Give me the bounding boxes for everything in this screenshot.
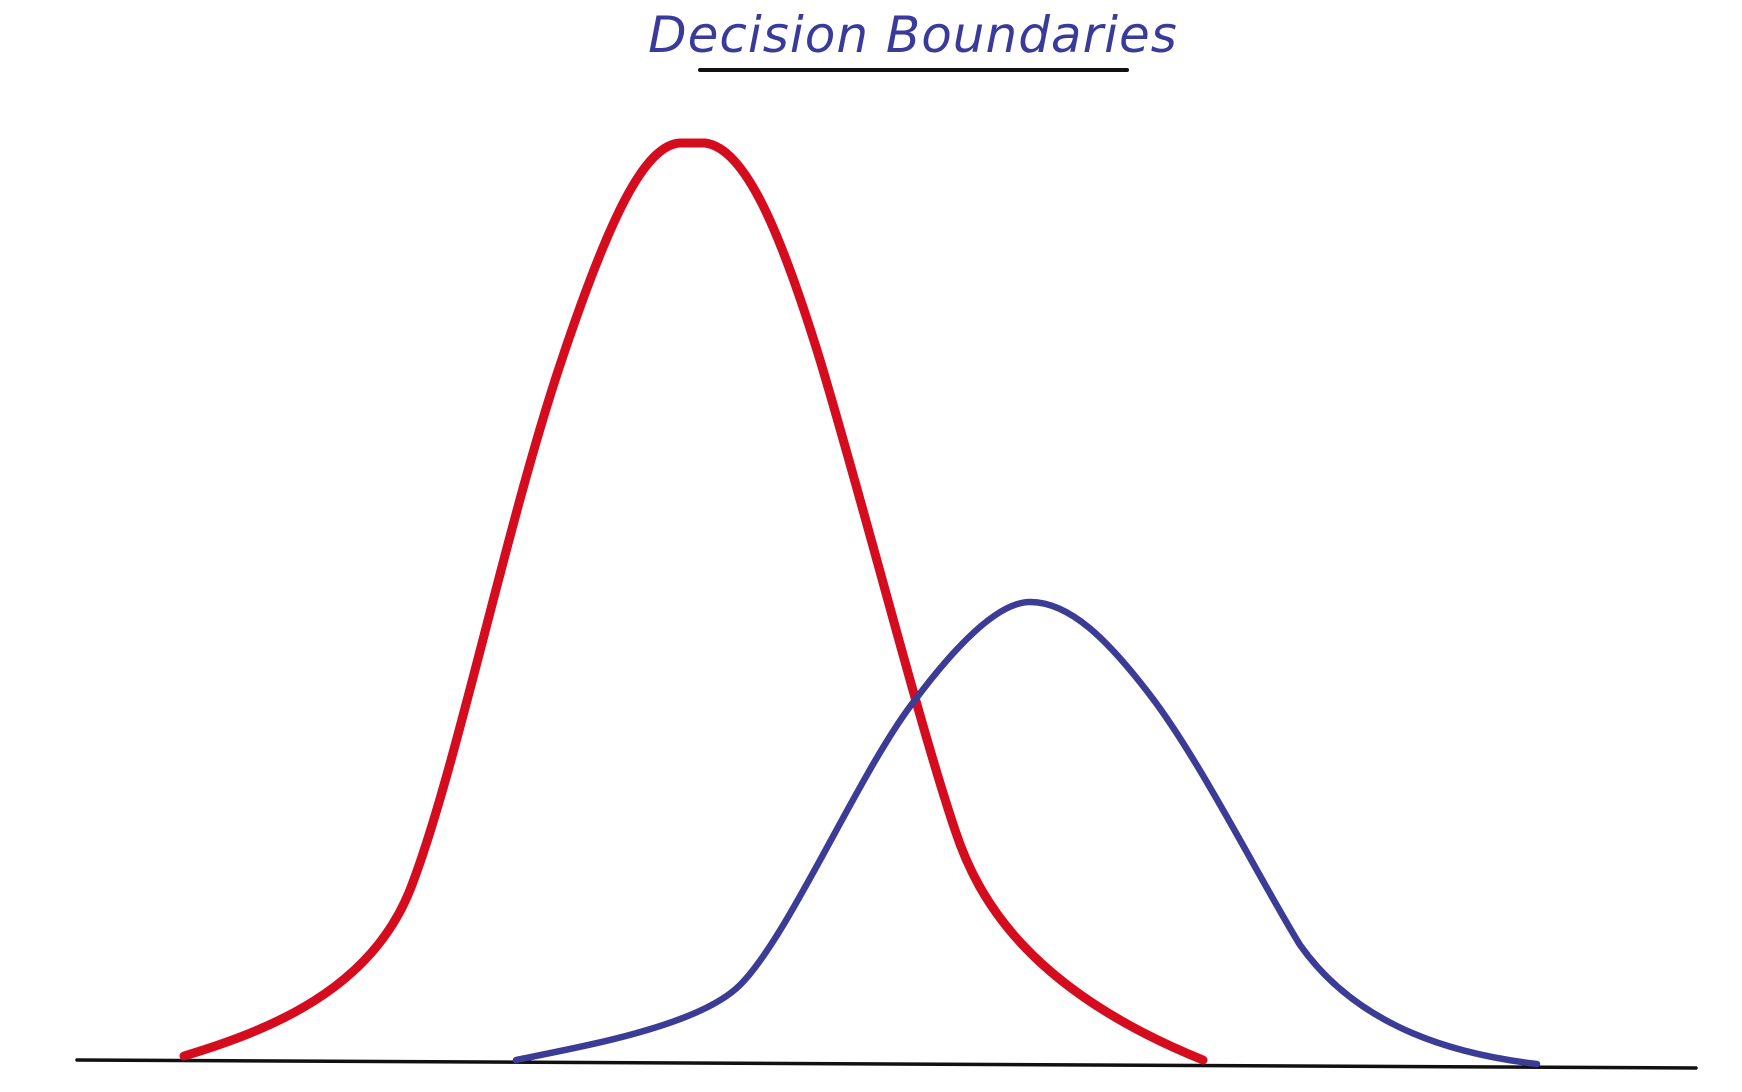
baseline-axis: [75, 1058, 1698, 1070]
class-b-distribution-curve: [512, 598, 1541, 1068]
class-a-distribution-curve: [179, 138, 1208, 1065]
page-title: Decision Boundaries: [648, 6, 1178, 64]
